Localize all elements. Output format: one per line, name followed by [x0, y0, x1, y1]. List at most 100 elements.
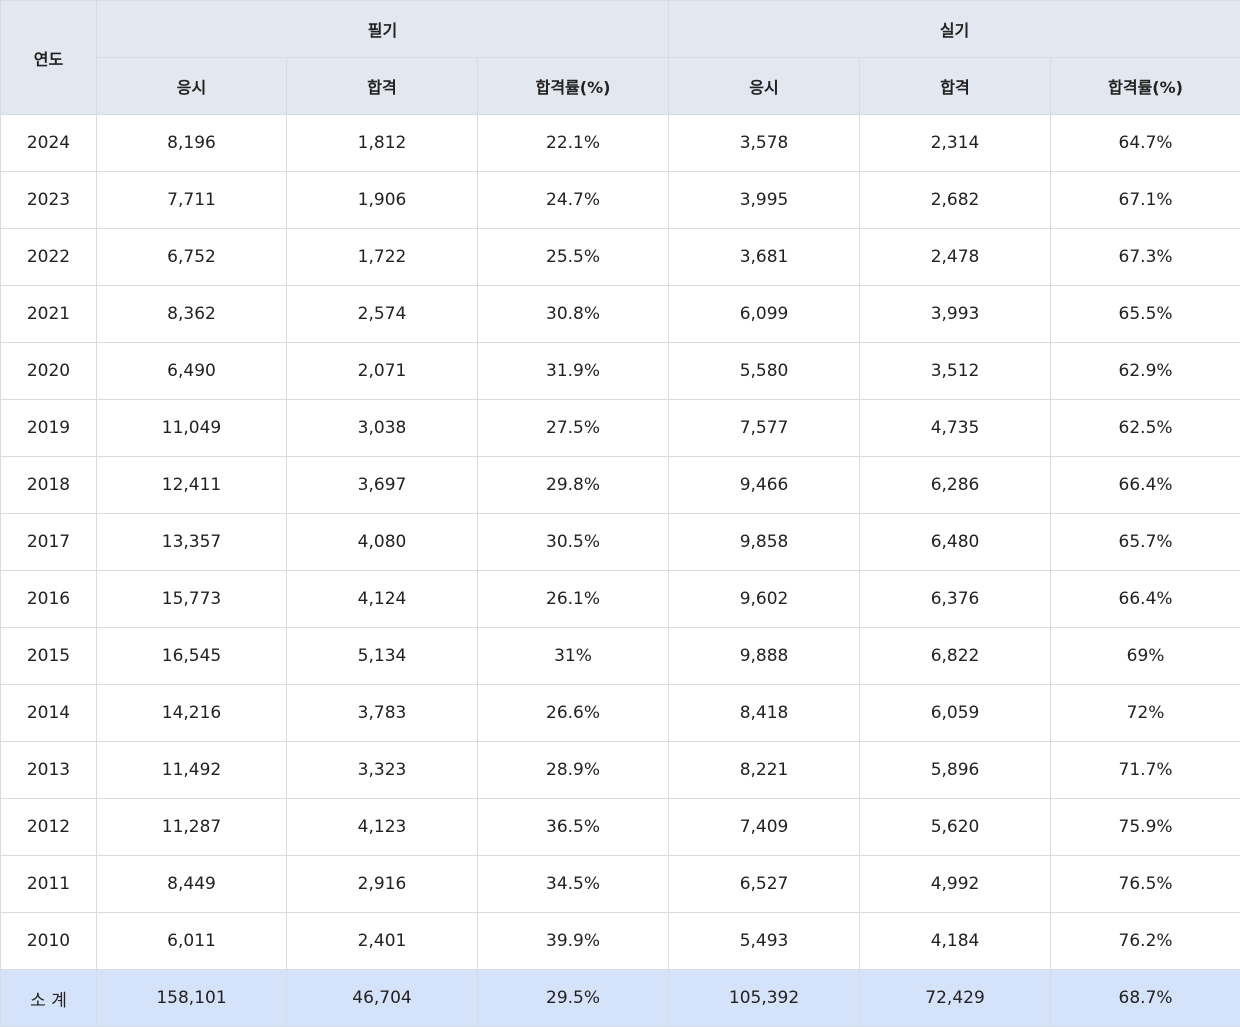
- cell-practical-applicants: 8,221: [668, 741, 861, 799]
- cell-practical-applicants: 7,409: [668, 798, 861, 856]
- header-practical-rate: 합격률(%): [1050, 57, 1240, 115]
- cell-written-rate: 39.9%: [476, 912, 670, 970]
- total-written-rate: 29.5%: [476, 969, 670, 1027]
- cell-practical-passed: 3,512: [859, 342, 1052, 400]
- cell-written-applicants: 8,449: [96, 855, 287, 913]
- table-header: 연도 필기 실기 응시 합격 합격률(%) 응시 합격 합격률(%): [0, 0, 1240, 115]
- cell-practical-rate: 75.9%: [1050, 798, 1240, 856]
- cell-written-applicants: 6,752: [96, 228, 287, 286]
- cell-written-rate: 26.6%: [476, 684, 670, 742]
- cell-practical-passed: 6,822: [859, 627, 1052, 685]
- cell-practical-passed: 3,993: [859, 285, 1052, 343]
- cell-year: 2020: [0, 342, 97, 400]
- cell-year: 2018: [0, 456, 97, 514]
- cell-practical-passed: 4,992: [859, 855, 1052, 913]
- header-year: 연도: [0, 0, 97, 115]
- cell-written-passed: 2,574: [286, 285, 478, 343]
- header-written-passed: 합격: [286, 57, 478, 115]
- cell-practical-rate: 64.7%: [1050, 114, 1240, 172]
- total-label: 소 계: [0, 969, 97, 1027]
- cell-year: 2024: [0, 114, 97, 172]
- table-row: 2024 8,196 1,812 22.1% 3,578 2,314 64.7%: [0, 114, 1240, 172]
- cell-practical-applicants: 6,527: [668, 855, 861, 913]
- cell-written-rate: 25.5%: [476, 228, 670, 286]
- header-practical-applicants: 응시: [668, 57, 861, 115]
- table-row: 2011 8,449 2,916 34.5% 6,527 4,992 76.5%: [0, 855, 1240, 913]
- cell-written-rate: 31%: [476, 627, 670, 685]
- cell-written-passed: 3,783: [286, 684, 478, 742]
- cell-written-applicants: 16,545: [96, 627, 287, 685]
- header-row-group: 연도 필기 실기: [0, 0, 1240, 115]
- cell-practical-passed: 2,478: [859, 228, 1052, 286]
- cell-practical-rate: 71.7%: [1050, 741, 1240, 799]
- cell-practical-applicants: 3,578: [668, 114, 861, 172]
- cell-written-applicants: 7,711: [96, 171, 287, 229]
- table-row: 2022 6,752 1,722 25.5% 3,681 2,478 67.3%: [0, 228, 1240, 286]
- cell-practical-rate: 76.5%: [1050, 855, 1240, 913]
- cell-written-passed: 3,038: [286, 399, 478, 457]
- cell-written-passed: 5,134: [286, 627, 478, 685]
- table-row: 2014 14,216 3,783 26.6% 8,418 6,059 72%: [0, 684, 1240, 742]
- cell-practical-applicants: 7,577: [668, 399, 861, 457]
- cell-written-passed: 1,722: [286, 228, 478, 286]
- cell-written-applicants: 6,011: [96, 912, 287, 970]
- table-row: 2019 11,049 3,038 27.5% 7,577 4,735 62.5%: [0, 399, 1240, 457]
- header-written: 필기: [95, 0, 670, 58]
- cell-practical-rate: 67.1%: [1050, 171, 1240, 229]
- cell-written-applicants: 11,287: [96, 798, 287, 856]
- cell-practical-applicants: 3,995: [668, 171, 861, 229]
- cell-written-rate: 36.5%: [476, 798, 670, 856]
- cell-practical-rate: 72%: [1050, 684, 1240, 742]
- table-row: 2016 15,773 4,124 26.1% 9,602 6,376 66.4%: [0, 570, 1240, 628]
- cell-written-applicants: 13,357: [96, 513, 287, 571]
- cell-written-rate: 24.7%: [476, 171, 670, 229]
- cell-year: 2015: [0, 627, 97, 685]
- total-written-applicants: 158,101: [96, 969, 287, 1027]
- cell-practical-applicants: 9,602: [668, 570, 861, 628]
- cell-written-passed: 3,697: [286, 456, 478, 514]
- cell-year: 2010: [0, 912, 97, 970]
- table-row: 2020 6,490 2,071 31.9% 5,580 3,512 62.9%: [0, 342, 1240, 400]
- table-row: 2010 6,011 2,401 39.9% 5,493 4,184 76.2%: [0, 912, 1240, 970]
- cell-practical-rate: 62.5%: [1050, 399, 1240, 457]
- total-practical-applicants: 105,392: [668, 969, 861, 1027]
- cell-written-applicants: 6,490: [96, 342, 287, 400]
- cell-written-applicants: 11,049: [96, 399, 287, 457]
- total-row: 소 계 158,101 46,704 29.5% 105,392 72,429 68.7%: [0, 969, 1240, 1027]
- cell-written-passed: 2,071: [286, 342, 478, 400]
- header-row-sub: 응시 합격 합격률(%) 응시 합격 합격률(%): [1, 57, 1240, 115]
- cell-written-applicants: 15,773: [96, 570, 287, 628]
- table-row: 2021 8,362 2,574 30.8% 6,099 3,993 65.5%: [0, 285, 1240, 343]
- cell-practical-rate: 65.5%: [1050, 285, 1240, 343]
- cell-written-passed: 4,123: [286, 798, 478, 856]
- cell-written-applicants: 8,196: [96, 114, 287, 172]
- header-written-applicants: 응시: [96, 57, 287, 115]
- cell-practical-passed: 6,376: [859, 570, 1052, 628]
- header-written-rate: 합격률(%): [476, 57, 670, 115]
- cell-practical-passed: 5,620: [859, 798, 1052, 856]
- cell-written-rate: 28.9%: [476, 741, 670, 799]
- cell-year: 2012: [0, 798, 97, 856]
- table-body: 2024 8,196 1,812 22.1% 3,578 2,314 64.7% 2023 7,…: [0, 114, 1240, 1027]
- cell-year: 2013: [0, 741, 97, 799]
- cell-written-applicants: 11,492: [96, 741, 287, 799]
- cell-practical-rate: 69%: [1050, 627, 1240, 685]
- cell-written-applicants: 14,216: [96, 684, 287, 742]
- cell-practical-passed: 2,314: [859, 114, 1052, 172]
- cell-written-rate: 29.8%: [476, 456, 670, 514]
- cell-practical-passed: 4,184: [859, 912, 1052, 970]
- cell-year: 2016: [0, 570, 97, 628]
- cell-year: 2014: [0, 684, 97, 742]
- cell-written-rate: 26.1%: [476, 570, 670, 628]
- cell-practical-applicants: 9,858: [668, 513, 861, 571]
- cell-year: 2019: [0, 399, 97, 457]
- cell-written-rate: 34.5%: [476, 855, 670, 913]
- cell-written-passed: 2,401: [286, 912, 478, 970]
- cell-written-passed: 3,323: [286, 741, 478, 799]
- table-row: 2018 12,411 3,697 29.8% 9,466 6,286 66.4%: [0, 456, 1240, 514]
- cell-practical-rate: 66.4%: [1050, 570, 1240, 628]
- cell-practical-rate: 66.4%: [1050, 456, 1240, 514]
- cell-practical-applicants: 3,681: [668, 228, 861, 286]
- cell-practical-rate: 65.7%: [1050, 513, 1240, 571]
